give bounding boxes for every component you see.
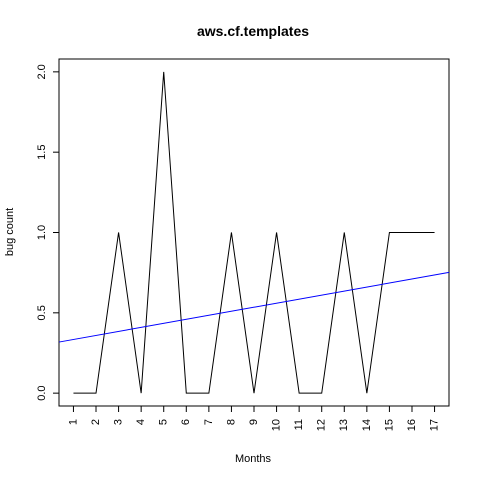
x-tick-label: 7 bbox=[203, 419, 215, 425]
series-layer bbox=[58, 71, 450, 394]
y-tick-label: 2.0 bbox=[36, 64, 48, 79]
x-tick-label: 8 bbox=[225, 419, 237, 425]
series-line bbox=[73, 71, 435, 394]
trend-line bbox=[58, 271, 450, 343]
x-tick-label: 3 bbox=[112, 419, 124, 425]
y-axis-label: bug count bbox=[4, 208, 16, 256]
x-tick-label: 9 bbox=[248, 419, 260, 425]
chart-title: aws.cf.templates bbox=[197, 23, 309, 39]
x-tick-label: 1 bbox=[67, 419, 79, 425]
x-axis: 1 2 3 4 5 6 7 8 9 10 11 12 13 14 15 16 17 bbox=[67, 406, 440, 431]
x-axis-label: Months bbox=[235, 453, 272, 465]
x-tick-label: 5 bbox=[158, 419, 170, 425]
x-tick-label: 13 bbox=[338, 419, 350, 431]
x-tick-label: 16 bbox=[406, 419, 418, 431]
x-tick-label: 11 bbox=[293, 419, 305, 430]
x-tick-label: 17 bbox=[428, 419, 440, 431]
y-tick-label: 0.0 bbox=[36, 385, 48, 400]
y-tick-label: 1.0 bbox=[36, 225, 48, 240]
y-tick-label: 0.5 bbox=[36, 305, 48, 320]
x-tick-label: 4 bbox=[135, 419, 147, 425]
x-tick-label: 12 bbox=[316, 419, 328, 431]
x-tick-label: 10 bbox=[270, 419, 282, 431]
y-axis: 0.0 0.5 1.0 1.5 2.0 bbox=[36, 64, 59, 401]
x-tick-label: 14 bbox=[361, 419, 373, 431]
y-tick-label: 1.5 bbox=[36, 145, 48, 160]
x-tick-label: 15 bbox=[383, 419, 395, 431]
x-tick-label: 2 bbox=[90, 419, 102, 425]
x-tick-label: 6 bbox=[180, 419, 192, 425]
